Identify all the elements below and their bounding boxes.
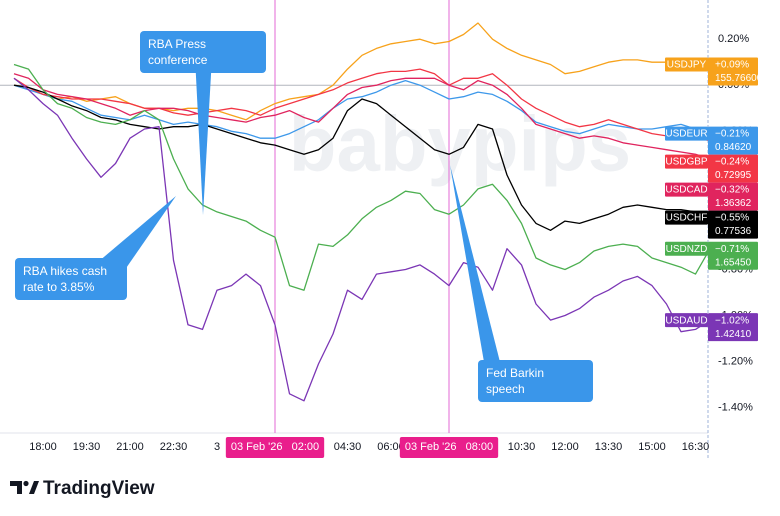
series-name-box: [665, 313, 708, 328]
series-line: [13, 84, 708, 231]
series-name-box: [665, 210, 708, 225]
series-name: USDCAD: [665, 185, 707, 196]
series-value-box: [708, 182, 758, 211]
series-name: USDEUR: [665, 129, 707, 140]
series-name: USDAUD: [665, 315, 707, 326]
series-price: 1.42410: [715, 329, 752, 340]
series-price: 155.76600: [715, 73, 763, 84]
series-change: −0.21%: [715, 129, 749, 140]
y-tick-label: -1.20%: [718, 356, 753, 368]
brand-logo: [10, 480, 39, 494]
series-change: −1.02%: [715, 315, 749, 326]
x-tick-label: 16:30: [682, 441, 710, 453]
series-price: 0.77536: [715, 226, 752, 237]
series-change: −0.24%: [715, 157, 749, 168]
x-tick-label: 03 Feb '26 08:00: [405, 441, 493, 453]
y-tick-label: -1.40%: [718, 402, 753, 414]
series-value-box: [708, 126, 758, 155]
x-tick-label: 21:00: [116, 441, 144, 453]
series-name: USDNZD: [666, 244, 708, 255]
series-line: [13, 63, 708, 291]
series-line: [13, 68, 708, 141]
series-price: 0.84620: [715, 142, 752, 153]
watermark: babypips: [289, 100, 631, 188]
series-name: USDCHF: [666, 213, 708, 224]
series-name: USDJPY: [667, 60, 707, 71]
x-tick-label: 19:30: [73, 441, 101, 453]
x-tick-label: 04:30: [334, 441, 362, 453]
series-change: −0.32%: [715, 185, 749, 196]
x-tick-label: 18:00: [29, 441, 57, 453]
x-tick-label: 15:00: [638, 441, 666, 453]
series-price: 1.65450: [715, 257, 752, 268]
series-line: [13, 73, 708, 159]
series-name: USDGBP: [665, 157, 708, 168]
x-tick-label: 12:00: [551, 441, 579, 453]
x-tick-label: 13:30: [595, 441, 623, 453]
y-tick-label: 0.20%: [718, 33, 749, 45]
brand-name: TradingView: [43, 478, 155, 499]
annotation: RBA hikes cash rate to 3.85%: [15, 258, 127, 300]
series-price: 0.72995: [715, 170, 752, 181]
x-label-highlight: [399, 437, 499, 458]
x-label-highlight: [225, 437, 325, 458]
series-value-box: [708, 313, 758, 342]
plot-area: [13, 22, 708, 402]
series-change: −0.55%: [715, 213, 749, 224]
series-value-box: [708, 57, 758, 86]
series-value-box: [708, 241, 758, 270]
series-value-box: [708, 154, 758, 183]
series-name-box: [665, 154, 708, 169]
annotation: RBA Press conference: [140, 31, 266, 73]
x-tick-label: 10:30: [508, 441, 536, 453]
series-name-box: [665, 182, 708, 197]
callout-pointer: [98, 196, 176, 274]
x-tick-label: 03 Feb '26 02:00: [231, 441, 319, 453]
callout-pointer: [195, 57, 212, 215]
series-name-box: [665, 57, 708, 72]
x-tick-label: 06:00: [377, 441, 405, 453]
series-name-box: [665, 126, 708, 141]
series-price: 1.36362: [715, 198, 752, 209]
series-line: [13, 77, 708, 402]
x-tick-label: 22:30: [160, 441, 188, 453]
series-name-box: [665, 241, 708, 256]
annotation: Fed Barkin speech: [478, 360, 593, 402]
x-tick-label: 3: [214, 441, 220, 453]
series-change: +0.09%: [715, 60, 749, 71]
series-change: −0.71%: [715, 244, 749, 255]
series-value-box: [708, 210, 758, 239]
callout-pointer: [450, 165, 500, 362]
